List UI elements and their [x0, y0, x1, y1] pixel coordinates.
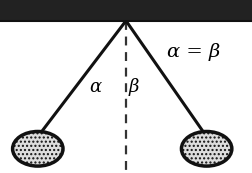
Circle shape — [13, 131, 63, 166]
Text: α = β: α = β — [167, 43, 221, 61]
Text: α: α — [90, 78, 102, 95]
Text: β: β — [128, 78, 139, 95]
Bar — [0, 0, 252, 21]
Circle shape — [181, 131, 232, 166]
